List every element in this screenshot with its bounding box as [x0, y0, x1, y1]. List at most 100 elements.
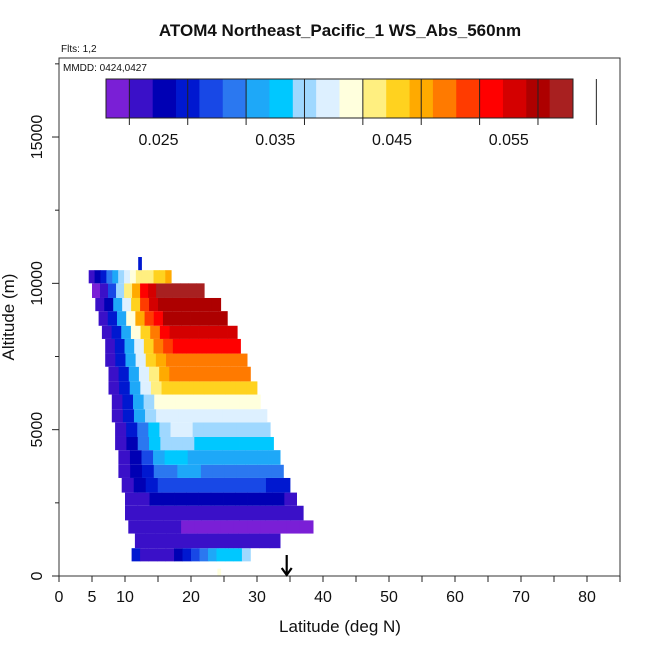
- data-cell: [252, 505, 266, 521]
- data-cell: [113, 297, 123, 312]
- data-cell: [228, 533, 240, 549]
- data-cell: [124, 283, 133, 298]
- data-cell: [121, 325, 132, 339]
- data-cell: [235, 492, 248, 506]
- data-cell: [238, 533, 250, 549]
- data-cell: [222, 450, 235, 465]
- data-cell: [189, 464, 202, 478]
- data-cell: [190, 311, 201, 326]
- data-cell: [154, 394, 166, 410]
- data-cell: [107, 311, 118, 326]
- data-cell: [141, 270, 149, 284]
- data-cell: [202, 297, 213, 312]
- data-cell: [193, 381, 205, 395]
- data-cell: [224, 464, 237, 478]
- data-cell: [95, 297, 105, 312]
- data-cell: [186, 533, 198, 549]
- data-cell: [233, 548, 243, 562]
- data-cell: [290, 505, 304, 521]
- data-cell: [255, 409, 268, 423]
- data-cell: [216, 353, 228, 367]
- data-cell: [122, 394, 134, 410]
- data-cell: [98, 311, 109, 326]
- data-cell: [184, 297, 195, 312]
- data-cell: [138, 366, 150, 382]
- data-cell: [189, 366, 201, 382]
- data-cell: [137, 492, 150, 506]
- data-cell: [188, 283, 197, 298]
- data-cell: [157, 477, 171, 493]
- data-cell: [169, 477, 183, 493]
- data-cell: [149, 492, 163, 506]
- data-cell: [181, 477, 195, 493]
- colorbar-swatch: [339, 79, 364, 118]
- arrow-marker: [280, 555, 293, 577]
- colorbar-swatch: [456, 79, 480, 118]
- data-cell: [166, 297, 177, 312]
- data-cell: [115, 436, 127, 451]
- data-cell: [247, 520, 261, 534]
- data-cell: [259, 533, 271, 549]
- colorbar-swatch: [269, 79, 294, 118]
- data-cell: [259, 492, 273, 506]
- data-cell: [198, 325, 209, 339]
- data-cell: [299, 520, 314, 534]
- data-cell: [179, 366, 190, 382]
- data-cell: [224, 548, 234, 562]
- y-axis-label: Altitude (m): [0, 274, 18, 361]
- data-cell: [175, 505, 190, 521]
- data-cell: [170, 422, 182, 437]
- data-cell: [248, 464, 261, 478]
- data-cell: [172, 381, 184, 395]
- data-cell: [153, 450, 165, 465]
- data-cell: [100, 270, 107, 284]
- data-cell: [225, 422, 238, 437]
- colorbar-swatch: [316, 79, 340, 118]
- data-cell: [203, 381, 215, 395]
- data-cell: [145, 409, 157, 423]
- data-cell: [259, 464, 273, 478]
- data-cell: [271, 464, 284, 478]
- data-cell: [115, 422, 127, 437]
- data-cell: [225, 381, 237, 395]
- data-cell: [111, 325, 122, 339]
- data-cell: [148, 422, 160, 437]
- colorbar: 0.025 0.035 0.045 0.055: [105, 78, 597, 149]
- data-cell: [130, 464, 143, 478]
- data-cell: [223, 492, 236, 506]
- data-cell: [140, 325, 151, 339]
- data-cell: [164, 283, 173, 298]
- data-cell: [212, 464, 225, 478]
- data-cell: [233, 409, 246, 423]
- data-cell: [124, 270, 131, 284]
- data-cell: [182, 548, 192, 562]
- data-cell: [106, 270, 113, 284]
- data-cell: [230, 366, 241, 382]
- data-cell: [165, 270, 172, 284]
- data-cell: [154, 520, 169, 534]
- data-cell: [104, 297, 114, 312]
- data-cell: [137, 436, 150, 451]
- data-cell: [126, 436, 139, 451]
- data-cell: [205, 477, 219, 493]
- data-cell: [145, 353, 157, 367]
- data-cell: [133, 394, 145, 410]
- data-cell: [159, 270, 166, 284]
- data-cell: [248, 422, 260, 437]
- data-cell: [112, 270, 119, 284]
- data-cell: [122, 409, 135, 423]
- data-cell: [140, 548, 149, 562]
- data-cell: [100, 283, 109, 298]
- data-cell: [163, 505, 177, 521]
- data-cell: [249, 394, 261, 410]
- data-cell: [175, 297, 186, 312]
- colorbar-swatch: [152, 79, 177, 118]
- data-cell: [130, 325, 141, 339]
- data-cell: [177, 464, 190, 478]
- x-tick-label: 60: [446, 589, 464, 606]
- data-cell: [226, 505, 240, 521]
- data-cell: [192, 338, 203, 354]
- data-cell: [208, 311, 219, 326]
- data-cell: [199, 366, 211, 382]
- data-cell: [167, 520, 182, 534]
